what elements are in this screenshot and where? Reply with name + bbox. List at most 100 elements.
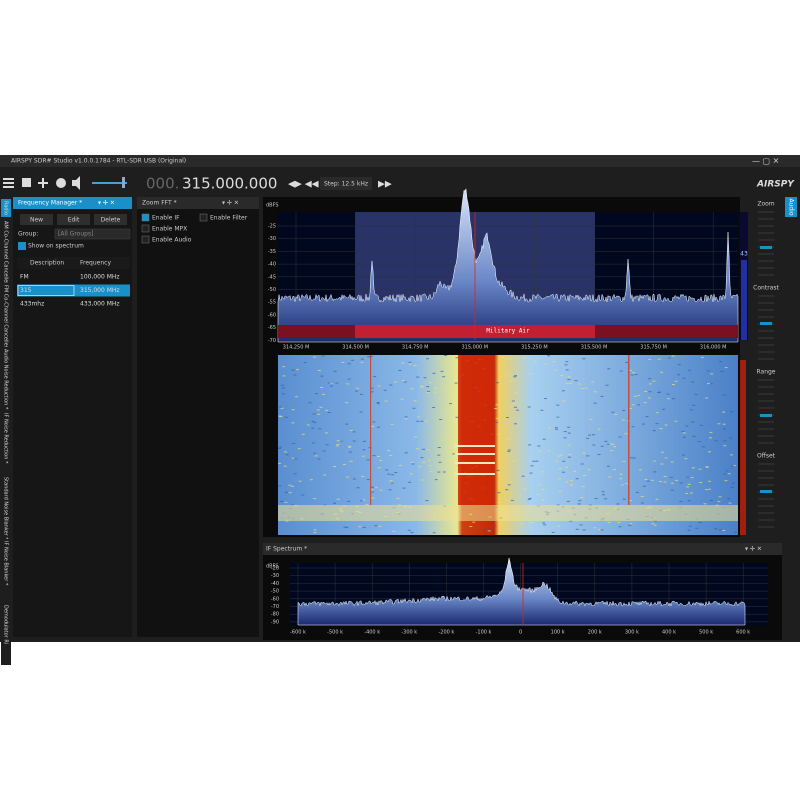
tab[interactable]: [1, 283, 11, 345]
tab-label: FM Co-Channel Canceller *: [3, 285, 9, 352]
volume-slider[interactable]: [92, 182, 127, 184]
button[interactable]: [20, 214, 53, 225]
speckle: [667, 357, 671, 359]
tab[interactable]: [1, 539, 11, 601]
slider-thumb[interactable]: [760, 246, 772, 249]
speckle: [522, 357, 526, 359]
speckle: [306, 424, 310, 426]
speckle: [559, 454, 563, 456]
speckle: [370, 489, 374, 491]
speckle: [686, 476, 690, 478]
speckle: [436, 478, 440, 480]
speckle: [557, 525, 561, 527]
if-trace: [297, 557, 746, 626]
button[interactable]: [57, 214, 90, 225]
speckle: [527, 498, 531, 500]
speckle: [688, 369, 692, 371]
speckle: [439, 419, 443, 420]
speckle: [685, 425, 689, 427]
speckle: [507, 358, 511, 360]
speckle: [600, 395, 604, 397]
window-controls[interactable]: — ▢ ✕: [752, 157, 779, 166]
tab[interactable]: [1, 219, 11, 281]
checkbox[interactable]: [141, 224, 150, 233]
speckle: [542, 438, 546, 440]
speckle: [556, 416, 560, 418]
speckle: [575, 478, 579, 480]
speckle: [417, 416, 420, 418]
tab[interactable]: [1, 199, 11, 217]
checkbox[interactable]: [141, 235, 150, 244]
x-tick-label: 314,250 M: [283, 345, 310, 351]
toolbar-icons[interactable]: [3, 176, 80, 190]
speckle: [664, 457, 668, 459]
speckle: [416, 420, 420, 422]
speckle: [520, 523, 524, 525]
speckle: [538, 450, 542, 452]
speckle: [548, 427, 551, 429]
tab[interactable]: [1, 411, 11, 473]
tab[interactable]: [1, 475, 11, 537]
speckle: [666, 393, 670, 395]
speckle: [691, 421, 695, 423]
speckle: [652, 380, 656, 382]
speckle: [601, 491, 605, 493]
panel-controls[interactable]: ▾ ✢ ✕: [745, 546, 762, 553]
speckle: [325, 444, 329, 446]
step-select[interactable]: [320, 177, 372, 190]
speckle: [580, 463, 584, 465]
speckle: [298, 480, 302, 482]
speckle: [295, 396, 299, 398]
button[interactable]: [94, 214, 127, 225]
y-tick-label: -80: [271, 612, 279, 618]
left-tab-strip: Radio AM Co-Channel Canceller *FM Co-Chan…: [1, 199, 11, 665]
speckle: [294, 458, 298, 460]
y-tick-label: -40: [271, 581, 279, 587]
speckle: [562, 400, 566, 402]
speckle: [278, 462, 282, 464]
tab[interactable]: [1, 347, 11, 409]
speckle: [414, 436, 418, 438]
speckle: [366, 479, 370, 481]
row-selected[interactable]: [17, 284, 130, 297]
volume-thumb[interactable]: [122, 177, 125, 188]
speckle: [727, 498, 731, 500]
speckle: [411, 463, 415, 465]
speckle: [644, 479, 648, 480]
tune-arrows[interactable]: ◀▶ ◀◀: [288, 180, 319, 190]
tab-label: Demodulator Ri: [3, 605, 9, 644]
checkbox[interactable]: [18, 242, 26, 250]
speckle: [597, 428, 601, 430]
slider-thumb[interactable]: [760, 490, 772, 493]
panel-controls[interactable]: ▾ ✢ ✕: [98, 200, 115, 207]
speckle: [698, 522, 702, 524]
y-tick-label: -60: [271, 596, 279, 602]
panel-header: [137, 197, 259, 209]
speckle: [348, 451, 352, 453]
speckle: [449, 394, 453, 395]
speckle: [389, 384, 393, 386]
slider-thumb[interactable]: [760, 414, 772, 417]
step-forward[interactable]: ▶▶: [378, 180, 392, 190]
speckle: [379, 460, 383, 461]
speckle: [577, 503, 581, 505]
frequency-display[interactable]: 315.000.000: [182, 175, 277, 193]
checkbox[interactable]: [141, 213, 150, 222]
panel-controls[interactable]: ▾ ✢ ✕: [222, 200, 239, 207]
tab[interactable]: [1, 603, 11, 665]
speckle: [710, 373, 714, 375]
speckle: [408, 481, 412, 483]
right-tab[interactable]: [785, 197, 797, 217]
speckle: [555, 428, 559, 430]
speckle: [672, 398, 675, 400]
speckle: [631, 404, 635, 406]
speckle: [660, 371, 663, 373]
slider-thumb[interactable]: [760, 322, 772, 325]
control-label: Zoom: [757, 201, 774, 208]
group-select[interactable]: [54, 228, 131, 240]
speckle: [297, 448, 301, 450]
speckle: [387, 473, 391, 475]
speckle: [582, 529, 586, 531]
speckle: [573, 470, 576, 472]
checkbox[interactable]: [199, 213, 208, 222]
